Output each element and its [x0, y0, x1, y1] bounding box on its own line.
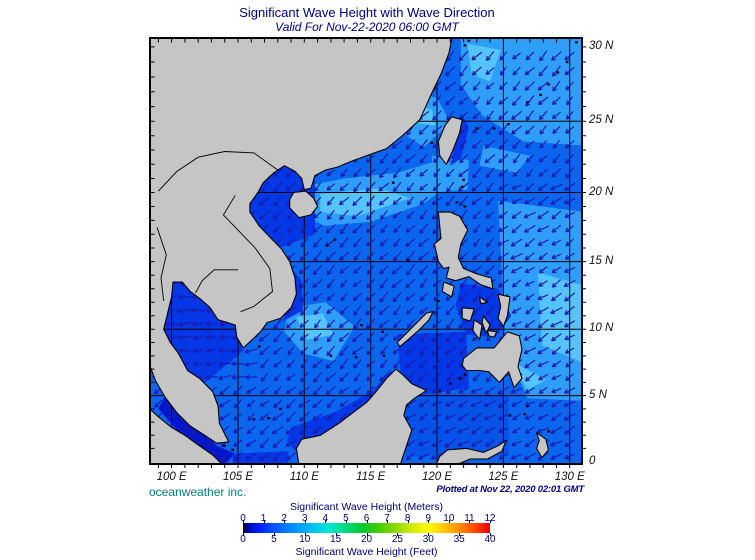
y-tick-label: 15 N	[589, 255, 614, 267]
colorbar-tick-mark	[366, 533, 368, 536]
colorbar-meters-tick: 12	[484, 513, 496, 524]
colorbar-feet-tick: 0	[240, 534, 246, 545]
y-tick-label: 20 N	[589, 186, 614, 198]
colorbar-tick-mark	[304, 520, 306, 523]
colorbar-tick-mark	[325, 520, 327, 523]
colorbar-tick-mark	[335, 533, 337, 536]
x-tick-label: 115 E	[356, 471, 386, 483]
y-tick-label: 0	[589, 455, 596, 467]
colorbar-meters-tick: 3	[301, 513, 308, 524]
colorbar-tick-mark	[366, 520, 368, 523]
colorbar-tick-mark	[428, 520, 430, 523]
y-tick-label: 30 N	[589, 40, 614, 52]
colorbar-meters-tick: 11	[464, 513, 475, 524]
colorbar-tick-mark	[397, 533, 399, 536]
colorbar-feet-tick: 15	[330, 534, 342, 545]
credit-text: oceanweather inc.	[149, 485, 247, 499]
colorbar-meters-tick: 5	[343, 513, 349, 524]
colorbar-tick-mark	[469, 520, 471, 523]
colorbar-meters-tick: 4	[322, 513, 329, 524]
colorbar-feet-tick: 5	[271, 534, 277, 545]
x-tick-label: 100 E	[156, 471, 187, 483]
colorbar	[243, 523, 490, 533]
colorbar-feet-tick: 25	[391, 534, 403, 545]
colorbar-tick-mark	[345, 520, 347, 523]
colorbar-tick-mark	[490, 533, 491, 536]
colorbar-meters-tick: 0	[240, 513, 246, 524]
colorbar-tick-mark	[459, 533, 461, 536]
x-tick-label: 110 E	[289, 471, 319, 483]
colorbar-title-feet: Significant Wave Height (Feet)	[295, 546, 438, 558]
colorbar-tick-mark	[387, 520, 389, 523]
colorbar-tick-mark	[273, 533, 275, 536]
colorbar-feet-tick: 30	[422, 534, 434, 545]
colorbar-feet-tick: 20	[360, 534, 373, 545]
valid-time-subtitle: Valid For Nov-22-2020 06:00 GMT	[275, 20, 459, 34]
colorbar-feet-tick: 10	[299, 534, 311, 545]
colorbar-meters-tick: 8	[404, 513, 411, 524]
x-tick-label: 130 E	[554, 471, 585, 483]
colorbar-tick-mark	[263, 520, 265, 523]
plotted-timestamp: Plotted at Nov 22, 2020 02:01 GMT	[436, 484, 584, 495]
colorbar-tick-mark	[448, 520, 450, 523]
colorbar-tick-mark	[490, 520, 491, 523]
colorbar-meters-tick: 9	[425, 513, 432, 524]
colorbar-tick-mark	[407, 520, 409, 523]
map-canvas	[149, 37, 586, 468]
colorbar-meters-tick: 6	[363, 513, 370, 524]
colorbar-tick-mark	[243, 520, 244, 523]
colorbar-feet-tick: 35	[453, 534, 465, 545]
colorbar-meters-tick: 2	[281, 513, 287, 524]
page-title: Significant Wave Height with Wave Direct…	[239, 5, 495, 20]
y-tick-label: 10 N	[589, 322, 614, 334]
colorbar-tick-mark	[304, 533, 306, 536]
colorbar-title-meters: Significant Wave Height (Meters)	[289, 501, 444, 513]
colorbar-tick-mark	[428, 533, 430, 536]
colorbar-tick-mark	[284, 520, 286, 523]
x-tick-label: 120 E	[421, 471, 453, 483]
y-tick-label: 25 N	[589, 114, 614, 126]
colorbar-feet-tick: 40	[484, 534, 496, 545]
colorbar-meters-tick: 7	[384, 513, 390, 524]
x-tick-label: 105 E	[222, 471, 253, 483]
x-tick-label: 125 E	[488, 471, 519, 483]
y-tick-label: 5 N	[589, 389, 607, 401]
colorbar-meters-tick: 10	[443, 513, 455, 524]
colorbar-tick-mark	[243, 533, 244, 536]
colorbar-meters-tick: 1	[260, 513, 267, 524]
